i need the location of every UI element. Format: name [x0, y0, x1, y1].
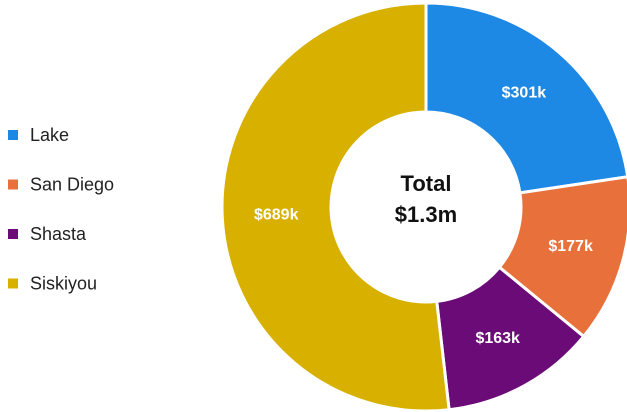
legend-label: Siskiyou	[30, 273, 97, 293]
value-label: $163k	[475, 330, 520, 347]
donut-slice	[497, 175, 627, 339]
donut-slice	[424, 1, 627, 195]
legend-label: Lake	[30, 125, 69, 145]
legend-swatch	[8, 278, 18, 289]
center-value: $1.3m	[395, 202, 457, 227]
legend-swatch	[8, 130, 18, 140]
value-label: $689k	[254, 207, 299, 224]
legend-label: Shasta	[30, 224, 87, 244]
legend-swatch	[8, 229, 18, 239]
donut-slice	[220, 1, 451, 412]
center-title: Total	[401, 171, 452, 196]
legend-label: San Diego	[30, 174, 114, 194]
legend-swatch	[8, 179, 18, 190]
value-label: $301k	[502, 85, 547, 102]
value-label: $177k	[548, 238, 593, 255]
